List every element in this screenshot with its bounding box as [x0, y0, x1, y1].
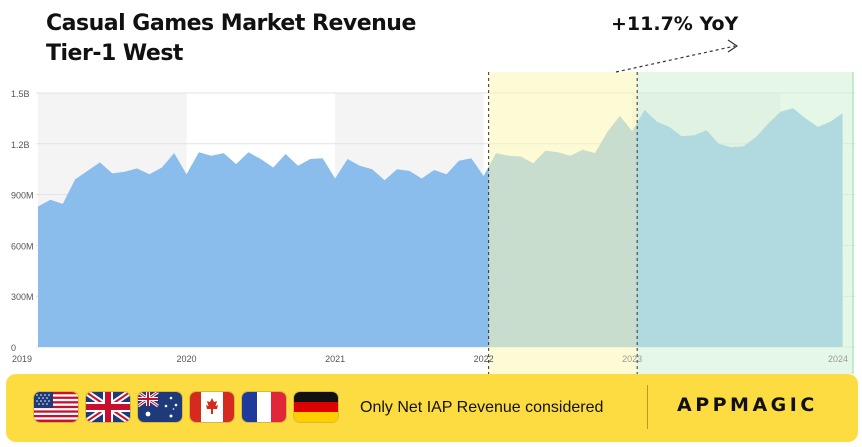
- yoy-arrow-line: [615, 45, 736, 73]
- y-tick-label: 900M: [11, 191, 34, 201]
- footer-banner: Only Net IAP Revenue considered APPMAGIC: [6, 374, 858, 442]
- france-flag: [242, 392, 286, 422]
- x-tick-label: 2019: [12, 354, 32, 364]
- uk-flag: [86, 392, 130, 422]
- x-tick-label: 2024: [828, 354, 848, 364]
- y-tick-label: 1.2B: [11, 140, 30, 150]
- chart-subtitle: Tier-1 West: [46, 41, 183, 66]
- x-tick-label: 2020: [177, 354, 197, 364]
- chart-title: Casual Games Market Revenue: [46, 11, 416, 36]
- footnote: Only Net IAP Revenue considered: [360, 399, 604, 416]
- brand-logo: APPMAGIC: [677, 394, 818, 416]
- footer-divider: [647, 385, 648, 429]
- x-tick-label: 2023: [622, 354, 642, 364]
- revenue-area-chart: APPMAGIC0300M600M900M1.2B1.5B20192020202…: [11, 13, 855, 374]
- yoy-arrow-head: [727, 39, 739, 53]
- us-flag: [34, 392, 78, 422]
- x-tick-label: 2021: [325, 354, 345, 364]
- y-tick-label: 300M: [11, 292, 34, 302]
- canada-flag: [190, 392, 234, 422]
- y-tick-label: 600M: [11, 241, 34, 251]
- australia-flag: [138, 392, 182, 422]
- highlight-region-2023: [637, 72, 853, 374]
- y-tick-label: 1.5B: [11, 89, 30, 99]
- highlight-region-2022: [488, 72, 638, 374]
- yoy-annotation: +11.7% YoY: [611, 13, 739, 35]
- x-tick-label: 2022: [474, 354, 494, 364]
- germany-flag: [294, 392, 338, 422]
- y-tick-label: 0: [11, 343, 16, 353]
